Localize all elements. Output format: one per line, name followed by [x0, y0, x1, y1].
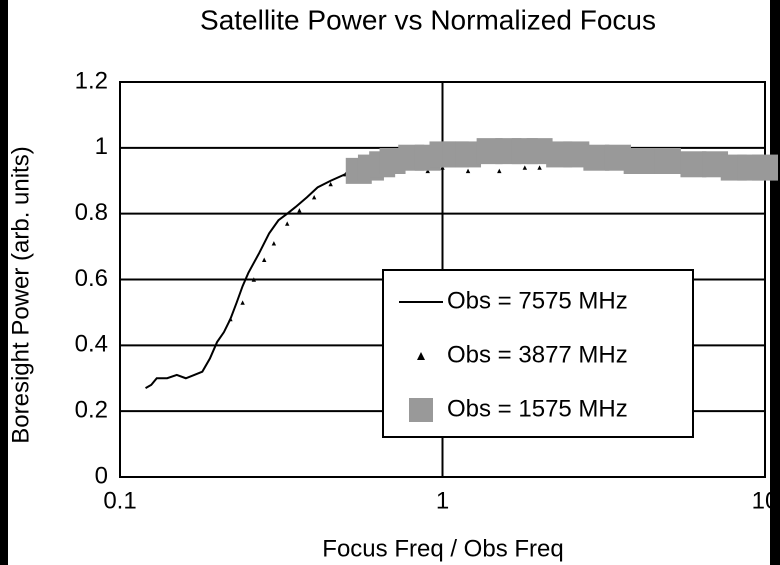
triangle-marker	[497, 168, 502, 174]
y-tick-label: 0.8	[75, 199, 108, 226]
triangle-marker	[311, 195, 317, 200]
y-tick-label: 0	[95, 462, 108, 489]
legend-label: Obs = 7575 MHz	[447, 287, 628, 314]
triangle-marker	[228, 316, 233, 322]
triangle-marker	[440, 165, 445, 170]
y-tick-label: 1	[95, 133, 108, 160]
triangle-marker	[251, 277, 257, 282]
square-marker	[752, 154, 778, 181]
legend-box	[382, 269, 694, 438]
chart-title: Satellite Power vs Normalized Focus	[200, 4, 656, 35]
legend-symbol	[417, 352, 425, 360]
square-marker	[654, 148, 681, 174]
triangle-marker	[285, 221, 290, 226]
x-tick-label: 0.1	[103, 487, 136, 514]
triangle-marker	[522, 165, 528, 170]
legend-symbol	[409, 398, 433, 422]
triangle-marker	[297, 208, 302, 213]
triangle-marker	[465, 168, 471, 174]
legend-label: Obs = 3877 MHz	[447, 341, 628, 368]
triangle-marker	[537, 165, 542, 170]
plot-border	[119, 81, 766, 478]
x-tick-label: 1	[436, 487, 449, 514]
x-axis-label: Focus Freq / Obs Freq	[322, 535, 563, 562]
y-tick-label: 1.2	[75, 67, 108, 94]
y-tick-label: 0.6	[75, 265, 108, 292]
triangle-marker	[425, 168, 430, 174]
triangle-marker	[262, 257, 267, 262]
x-tick-label: 10	[752, 487, 779, 514]
y-axis-label: Boresight Power (arb. units)	[7, 146, 34, 443]
triangle-marker	[271, 241, 277, 246]
y-tick-label: 0.2	[75, 397, 108, 424]
legend-label: Obs = 1575 MHz	[447, 395, 628, 422]
y-tick-label: 0.4	[75, 331, 108, 358]
series-line	[145, 163, 360, 389]
triangle-marker	[240, 300, 245, 305]
triangle-marker	[328, 181, 333, 187]
